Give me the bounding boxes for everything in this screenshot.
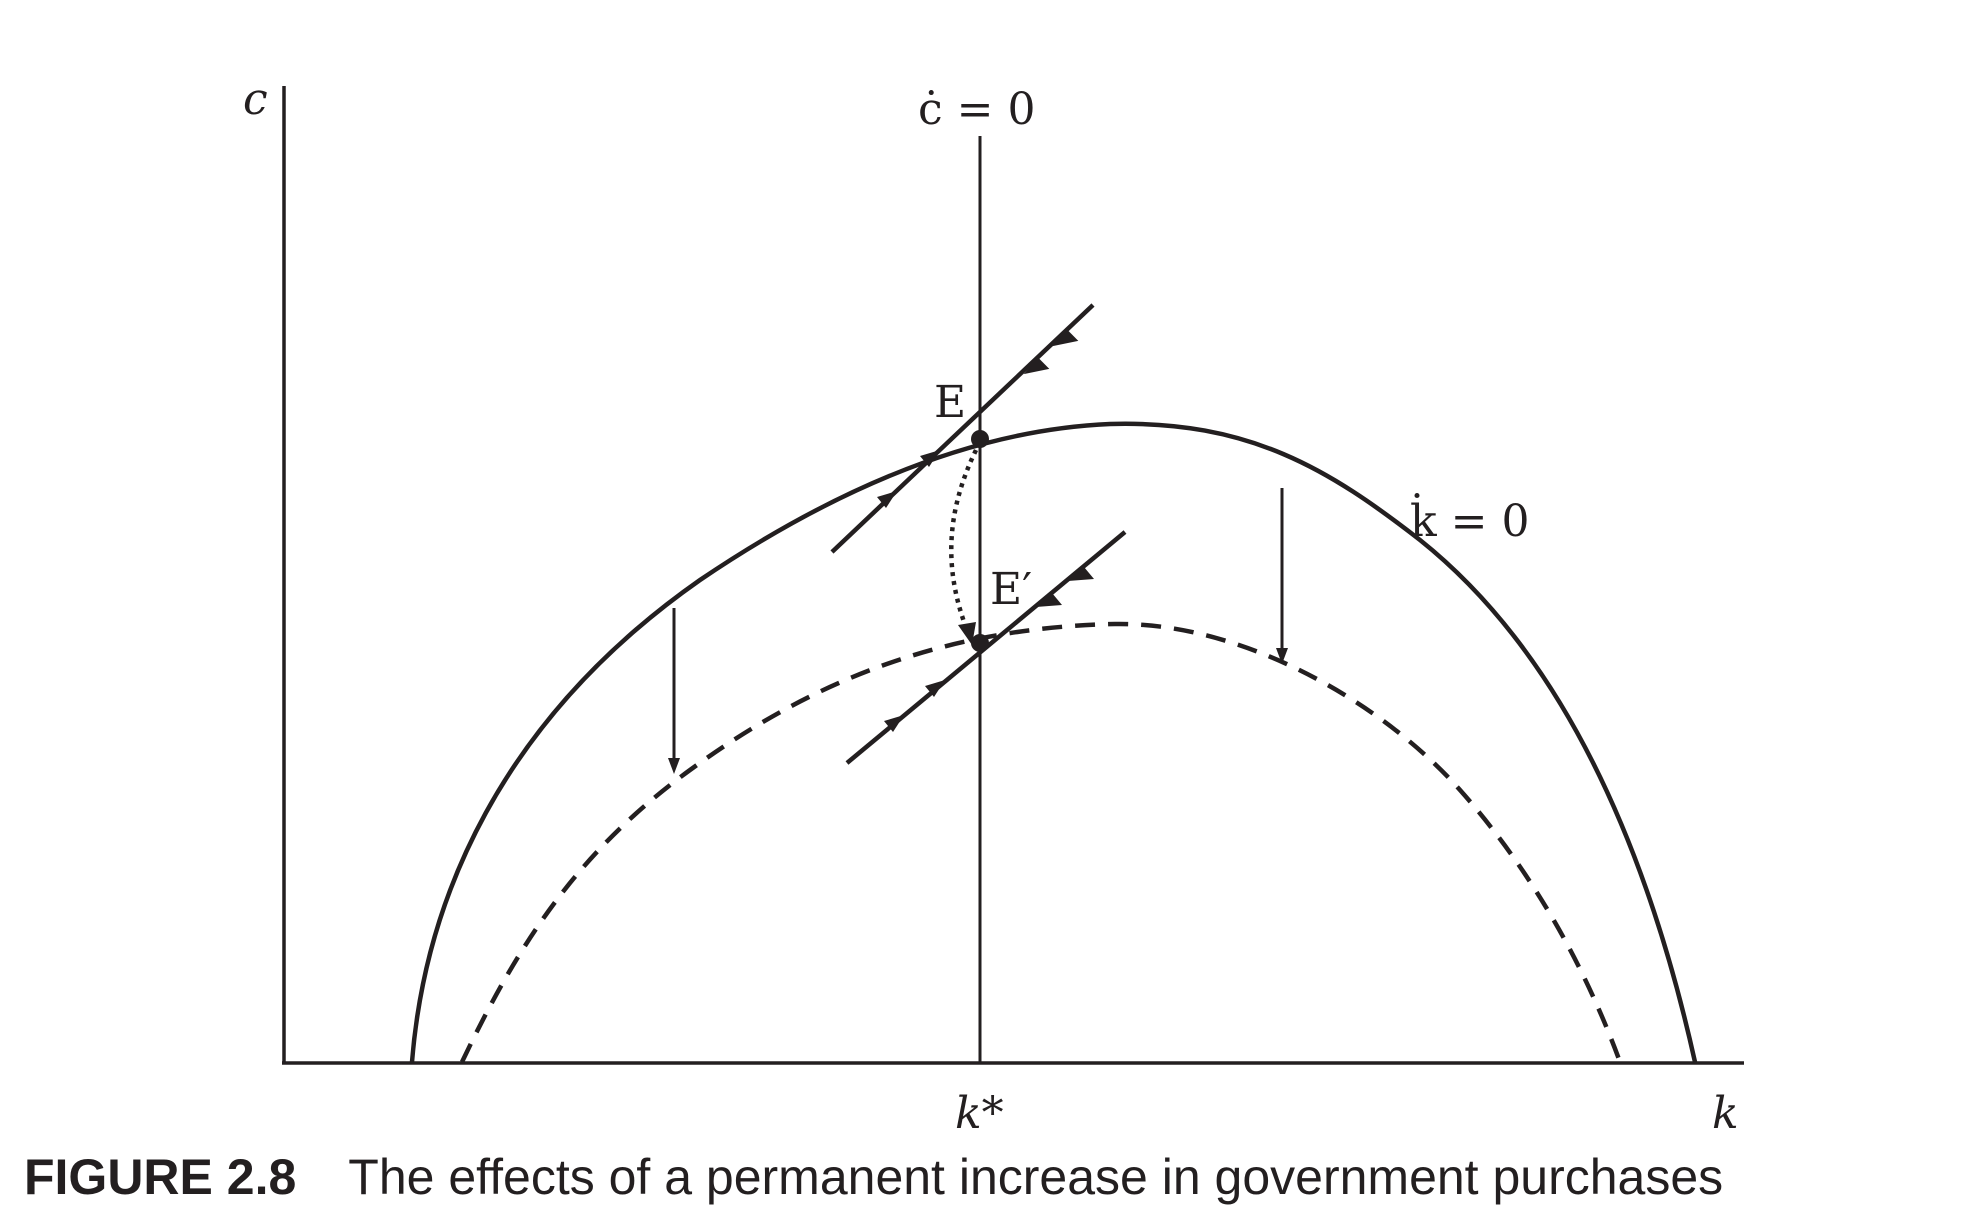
axis-x-label: k xyxy=(1712,1088,1739,1139)
saddle-arrow-e-1 xyxy=(877,491,897,508)
k-dot-zero-curve xyxy=(409,421,1698,1063)
k-star-label: k* xyxy=(955,1088,1004,1139)
transition-path xyxy=(949,440,982,631)
saddle-arrow-ep-2 xyxy=(925,680,945,697)
figure-number: FIGURE 2.8 xyxy=(24,1149,297,1205)
saddle-arrow-e-4 xyxy=(1052,329,1079,347)
saddle-arrow-ep-3 xyxy=(1036,593,1062,607)
saddle-arrow-ep-4 xyxy=(1068,567,1094,581)
saddle-arrow-e-3 xyxy=(1023,357,1050,375)
figure-title: The effects of a permanent increase in g… xyxy=(348,1149,1724,1205)
saddle-arrow-e-2 xyxy=(920,450,940,467)
transition-arrow xyxy=(958,622,976,645)
figure-caption: FIGURE 2.8 The effects of a permanent inc… xyxy=(24,1148,1974,1206)
point-e-prime xyxy=(971,634,989,652)
saddle-path-e xyxy=(830,303,1095,554)
c-dot-zero-label: ċ = 0 xyxy=(918,84,1035,135)
point-e-label: E xyxy=(934,377,966,428)
saddle-arrow-ep-1 xyxy=(884,715,904,732)
point-e-prime-label: E′ xyxy=(990,564,1032,615)
k-dot-zero-curve-shifted xyxy=(459,621,1623,1063)
k-dot-zero-label: k̇ = 0 xyxy=(1410,491,1530,547)
axis-y-label: c xyxy=(243,74,268,125)
point-e xyxy=(971,430,989,448)
